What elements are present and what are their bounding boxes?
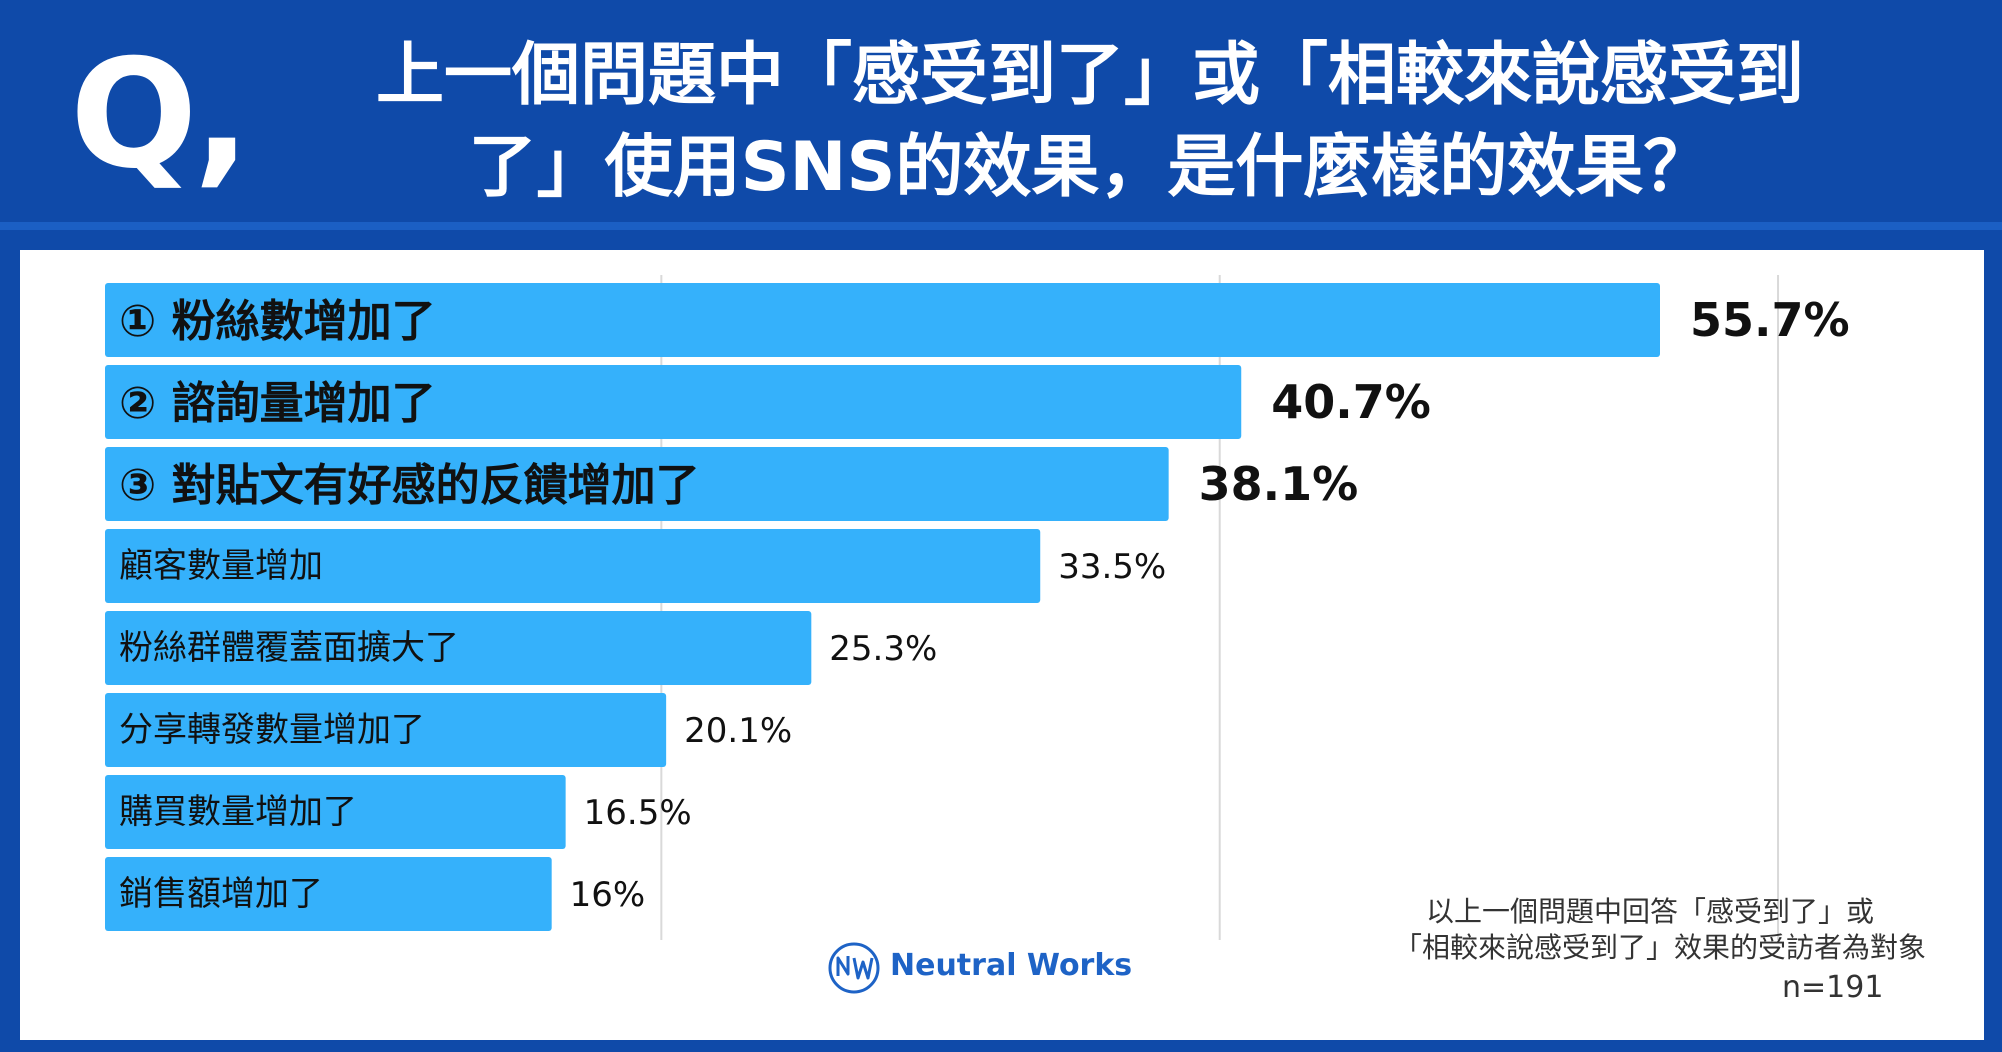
value-label-5: 25.3% (829, 629, 937, 669)
bar-1 (105, 283, 1660, 357)
bar-6 (105, 693, 667, 767)
value-label-8: 16% (570, 875, 646, 915)
bar-2 (105, 365, 1242, 439)
title-line-1: 上一個問題中「感受到了」或「相較來說感受到 (375, 36, 1804, 115)
chart-panel: ① 粉絲數增加了 55.7% ② 諮詢量增加了 40.7% ③ 對貼文有好感的反饋增加了… (20, 250, 1984, 1040)
category-label-8: 銷售額增加了 (119, 874, 323, 914)
value-label-1: 55.7% (1690, 293, 1850, 347)
bar-3 (105, 447, 1169, 521)
bar-7 (105, 775, 566, 849)
header-divider (0, 222, 2002, 230)
value-label-7: 16.5% (584, 793, 692, 833)
bar-5 (105, 611, 812, 685)
bar-chart: ① 粉絲數增加了 55.7% ② 諮詢量增加了 40.7% ③ 對貼文有好感的反饋增加了… (105, 275, 1850, 940)
neutral-works-logo-icon (828, 942, 880, 994)
category-label-6: 分享轉發數量增加了 (119, 710, 425, 750)
footnote-line-1: 以上一個問題中回答「感受到了」或 (1426, 895, 1875, 928)
category-label-7: 購買數量增加了 (119, 792, 357, 832)
category-label-1: ① 粉絲數增加了 (119, 296, 436, 347)
value-label-4: 33.5% (1058, 547, 1166, 587)
footnote-line-2: 「相較來說感受到了」效果的受訪者為對象 (1394, 931, 1927, 964)
logo-text: Neutral Works (890, 948, 1133, 983)
value-label-6: 20.1% (684, 711, 792, 751)
bar-4 (105, 529, 1041, 603)
value-label-2: 40.7% (1271, 375, 1431, 429)
category-label-4: 顧客數量增加 (119, 546, 323, 586)
page-title: 上一個問題中「感受到了」或「相較來說感受到 了」使用SNS的效果，是什麼樣的效果… (270, 30, 1910, 214)
title-line-2: 了」使用SNS的效果，是什麼樣的效果？ (468, 128, 1712, 207)
sample-size: n=191 (1782, 970, 1884, 1005)
bar-8 (105, 857, 552, 931)
category-label-5: 粉絲群體覆蓋面擴大了 (119, 628, 459, 668)
category-label-2: ② 諮詢量增加了 (119, 378, 436, 429)
category-label-3: ③ 對貼文有好感的反饋增加了 (119, 460, 700, 511)
question-mark: Q, (70, 28, 250, 202)
header: Q, 上一個問題中「感受到了」或「相較來說感受到 了」使用SNS的效果，是什麼樣… (0, 0, 2002, 228)
value-label-3: 38.1% (1199, 457, 1359, 511)
